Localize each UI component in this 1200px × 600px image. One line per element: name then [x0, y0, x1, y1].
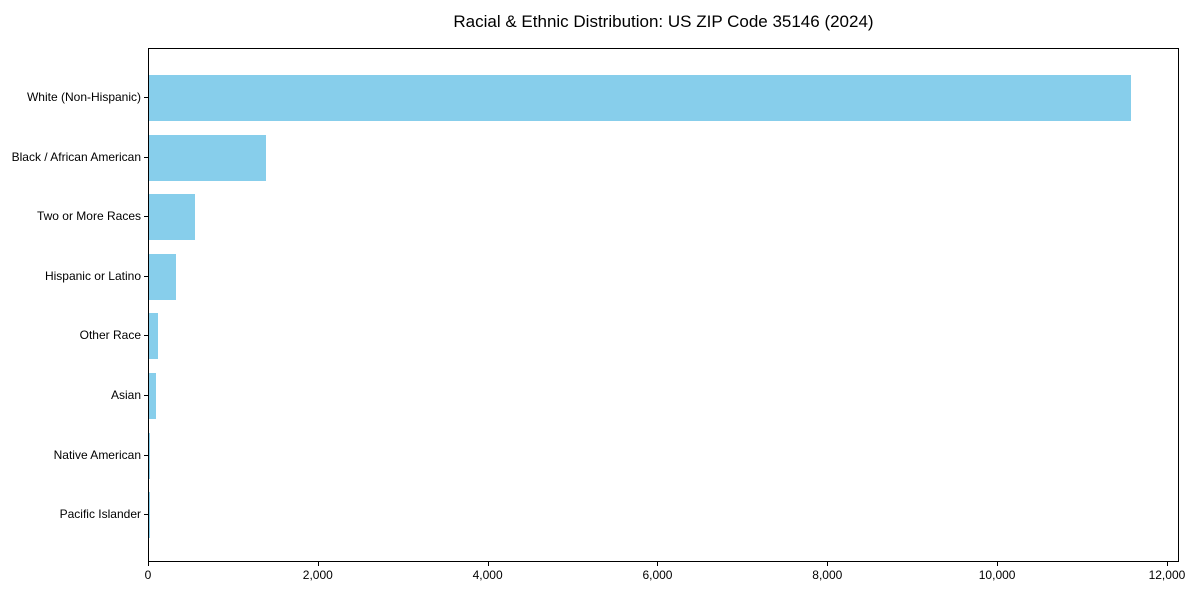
y-tick	[144, 97, 148, 98]
y-tick	[144, 395, 148, 396]
x-tick-label: 0	[144, 568, 152, 582]
y-tick	[144, 335, 148, 337]
y-tick	[144, 156, 148, 158]
x-tick-label: 6,000	[642, 568, 673, 582]
y-axis-label: Hispanic or Latino	[44, 268, 141, 283]
x-tick	[148, 562, 149, 566]
bar	[149, 253, 176, 300]
plot-area	[148, 48, 1179, 562]
x-tick-label: 2,000	[302, 568, 333, 582]
y-axis-label: Black / African American	[11, 149, 141, 164]
bar	[149, 194, 195, 241]
y-tick	[144, 514, 148, 516]
bar	[149, 134, 266, 181]
x-tick	[827, 562, 829, 566]
y-tick	[144, 275, 148, 277]
y-axis-label: Native American	[53, 447, 141, 462]
bar	[149, 313, 158, 360]
y-axis-label: Pacific Islander	[59, 507, 141, 522]
y-axis-label: Other Race	[79, 328, 141, 343]
x-tick-label: 4,000	[472, 568, 503, 582]
x-tick	[317, 562, 319, 566]
x-tick-label: 8,000	[812, 568, 843, 582]
x-tick	[997, 562, 999, 566]
x-tick	[1166, 562, 1168, 566]
y-tick	[144, 454, 148, 456]
x-tick-label: 10,000	[978, 568, 1016, 582]
bar	[149, 373, 156, 419]
bar	[149, 432, 151, 479]
x-tick-label: 12,000	[1148, 568, 1186, 582]
x-tick	[487, 562, 489, 566]
y-axis-label: Two or More Races	[36, 209, 141, 224]
bar	[149, 75, 1131, 121]
x-tick	[657, 562, 659, 566]
y-tick	[144, 216, 148, 218]
y-axis-label: White (Non-Hispanic)	[26, 90, 141, 104]
y-axis-label: Asian	[110, 388, 141, 402]
chart-title: Racial & Ethnic Distribution: US ZIP Cod…	[453, 12, 874, 31]
